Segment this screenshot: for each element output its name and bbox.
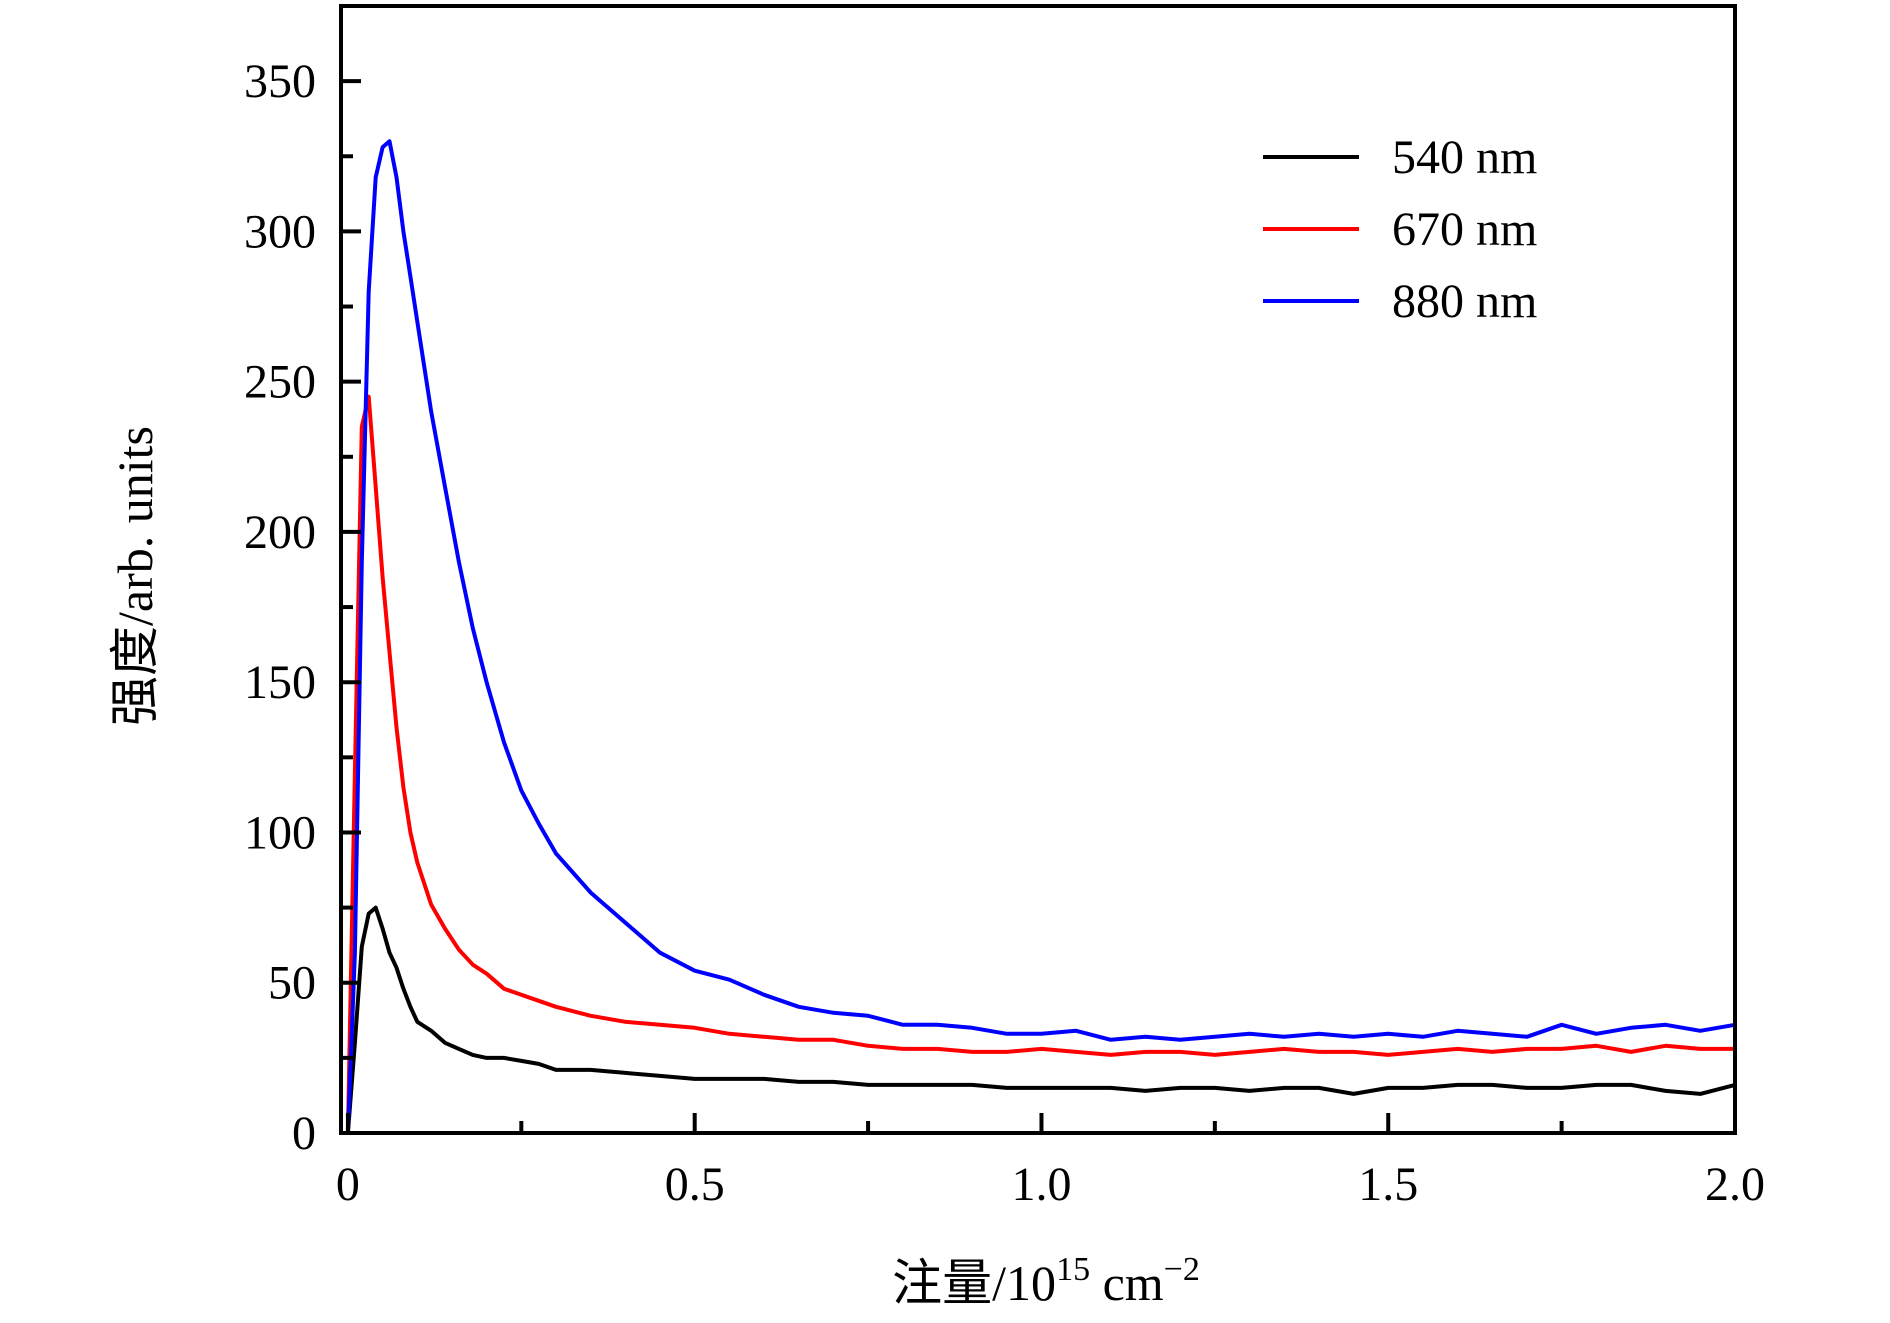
y-tick-label: 0 (292, 1107, 316, 1160)
y-axis-label: 强度/arb. units (107, 426, 163, 726)
x-tick-label: 0 (336, 1158, 360, 1211)
y-tick-label: 200 (244, 506, 316, 559)
y-tick-label: 50 (268, 957, 316, 1010)
x-axis-label-unit-exp: −2 (1164, 1251, 1200, 1288)
plot-frame (339, 4, 1737, 1135)
x-tick-label: 1.5 (1358, 1158, 1418, 1211)
y-tick-label: 300 (244, 205, 316, 258)
series-line-670-nm (345, 394, 1735, 1134)
y-tick-label: 150 (244, 656, 316, 709)
x-tick-label: 1.0 (1011, 1158, 1071, 1211)
legend-item: 670 nm (1263, 203, 1537, 256)
legend-label: 670 nm (1392, 203, 1537, 256)
y-tick-label: 350 (244, 55, 316, 108)
legend-label: 540 nm (1392, 131, 1537, 184)
series-line-880-nm (345, 139, 1736, 1134)
series-line-540-nm (345, 905, 1736, 1134)
x-tick-label: 0.5 (665, 1158, 725, 1211)
series-layer (345, 139, 1736, 1134)
y-tick-label: 100 (244, 806, 316, 859)
ticks-layer: 0 0.5 1.0 1.5 2.0 0 50 100 150 200 250 300 350 (244, 55, 1765, 1211)
x-axis-label-unit: cm (1090, 1255, 1164, 1311)
legend: 540 nm 670 nm 880 nm (1263, 131, 1537, 328)
x-axis-label-main: 注量/10 (892, 1255, 1056, 1311)
legend-label: 880 nm (1392, 275, 1537, 328)
x-axis-label: 注量/1015 cm−2 (892, 1251, 1200, 1311)
x-axis-label-exp: 15 (1056, 1251, 1090, 1288)
x-tick-label: 2.0 (1705, 1158, 1765, 1211)
legend-item: 880 nm (1263, 275, 1537, 328)
y-tick-label: 250 (244, 356, 316, 409)
legend-item: 540 nm (1263, 131, 1537, 184)
